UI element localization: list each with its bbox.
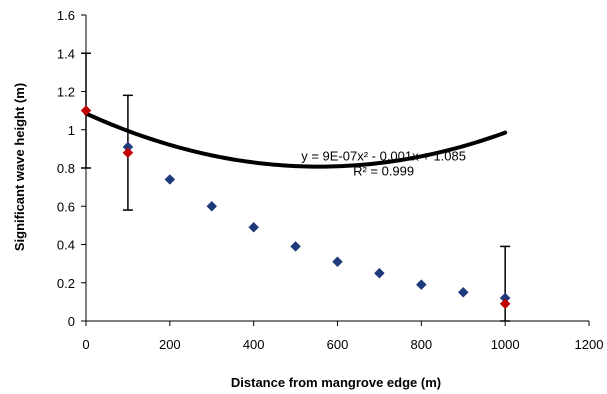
- data-point-blue: [332, 256, 343, 268]
- data-point-blue: [457, 286, 469, 298]
- data-point-red: [80, 105, 92, 116]
- y-tick-label: 0: [68, 314, 75, 329]
- y-tick-label: 0.4: [57, 238, 75, 253]
- y-tick-label: 0.2: [57, 276, 75, 291]
- trendline-layer: [84, 111, 508, 169]
- data-point-blue: [290, 241, 301, 252]
- axes: 0 0.2 0.4 0.6 0.8 1 1.2 1.4 1.6 0 200 400 600 800 1000…: [57, 8, 604, 352]
- x-tick-label: 1200: [575, 337, 604, 352]
- y-tick-label: 0.8: [57, 161, 75, 176]
- trendline: [84, 111, 508, 169]
- x-tick-label: 400: [243, 337, 265, 352]
- x-tick-label: 0: [82, 337, 89, 352]
- x-axis-title: Distance from mangrove edge (m): [231, 375, 441, 390]
- y-tick-label: 1: [68, 123, 75, 138]
- y-tick-label: 1.2: [57, 85, 75, 100]
- trendline-equation: y = 9E-07x² - 0.001x + 1.085: [301, 148, 466, 163]
- data-point-blue: [415, 279, 427, 291]
- labels: Distance from mangrove edge (m) Signific…: [12, 83, 466, 390]
- data-point-red: [499, 298, 511, 310]
- data-point-blue: [248, 221, 260, 233]
- data-point-blue: [206, 200, 218, 212]
- x-tick-label: 600: [327, 337, 349, 352]
- x-tick-label: 200: [159, 337, 181, 352]
- data-point-red: [122, 147, 134, 159]
- y-tick-label: 0.6: [57, 199, 75, 214]
- x-tick-label: 800: [410, 337, 432, 352]
- y-axis-title: Significant wave height (m): [12, 83, 27, 251]
- y-tick-label: 1.6: [57, 8, 75, 23]
- data-point-blue: [164, 174, 176, 185]
- data-point-blue: [374, 267, 385, 279]
- error-bars: [81, 52, 511, 322]
- data-points: [80, 105, 511, 310]
- y-tick-label: 1.4: [57, 46, 75, 61]
- r-squared-label: R² = 0.999: [353, 164, 414, 179]
- x-tick-label: 1000: [491, 337, 520, 352]
